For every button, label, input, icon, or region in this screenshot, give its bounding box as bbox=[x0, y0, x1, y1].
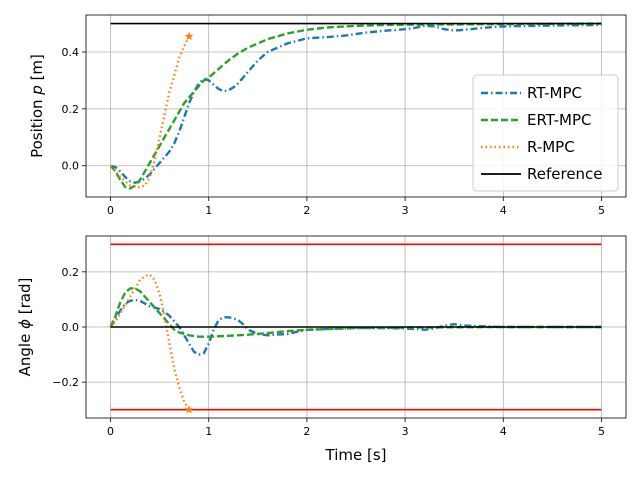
x-tick-label: 5 bbox=[598, 204, 605, 217]
y-axis-label: Angle ϕ [rad] bbox=[16, 278, 34, 377]
y-tick-label: −0.2 bbox=[52, 376, 79, 389]
x-tick-label: 2 bbox=[303, 204, 310, 217]
angle-subplot: 0 1 2 3 4 5 −0.2 0.0 0.2 Angle ϕ [rad] Time [s] bbox=[16, 235, 627, 464]
plot-frame bbox=[85, 235, 627, 419]
y-axis-label: Position p [m] bbox=[28, 54, 46, 158]
x-tick-label: 4 bbox=[500, 204, 507, 217]
ert-mpc-line bbox=[109, 22, 602, 190]
y-tick-label: 0.0 bbox=[62, 321, 80, 334]
y-tick-label: 0.4 bbox=[62, 46, 80, 59]
x-tick-label: 1 bbox=[205, 204, 212, 217]
series-line bbox=[109, 287, 602, 338]
y-tick-label: 0.0 bbox=[62, 160, 80, 173]
legend-label: R-MPC bbox=[527, 138, 575, 156]
x-tick-label: 4 bbox=[500, 425, 507, 438]
plot-frame bbox=[85, 14, 627, 198]
r-mpc-line bbox=[109, 35, 191, 189]
rt-mpc-line bbox=[110, 23, 602, 184]
x-tick-label: 0 bbox=[107, 425, 114, 438]
x-tick-label: 1 bbox=[205, 425, 212, 438]
legend-label: RT-MPC bbox=[527, 84, 582, 102]
position-subplot: 0 1 2 3 4 5 0.0 0.2 0.4 Position p [m] RT-MPC ERT-M… bbox=[28, 14, 627, 217]
legend-box bbox=[472, 74, 619, 192]
x-tick-label: 0 bbox=[107, 204, 114, 217]
series-line bbox=[109, 273, 191, 411]
x-axis-label: Time [s] bbox=[325, 446, 387, 464]
y-tick-label: 0.2 bbox=[62, 103, 80, 116]
x-tick-label: 3 bbox=[402, 204, 409, 217]
y-tick-label: 0.2 bbox=[62, 266, 80, 279]
legend-label: Reference bbox=[527, 165, 603, 183]
end-star-marker bbox=[184, 31, 194, 40]
end-star-marker bbox=[184, 405, 194, 414]
x-tick-label: 2 bbox=[303, 425, 310, 438]
legend-label: ERT-MPC bbox=[527, 111, 591, 129]
x-tick-label: 5 bbox=[598, 425, 605, 438]
x-tick-label: 3 bbox=[402, 425, 409, 438]
legend: RT-MPC ERT-MPC R-MPC Reference bbox=[472, 74, 619, 192]
